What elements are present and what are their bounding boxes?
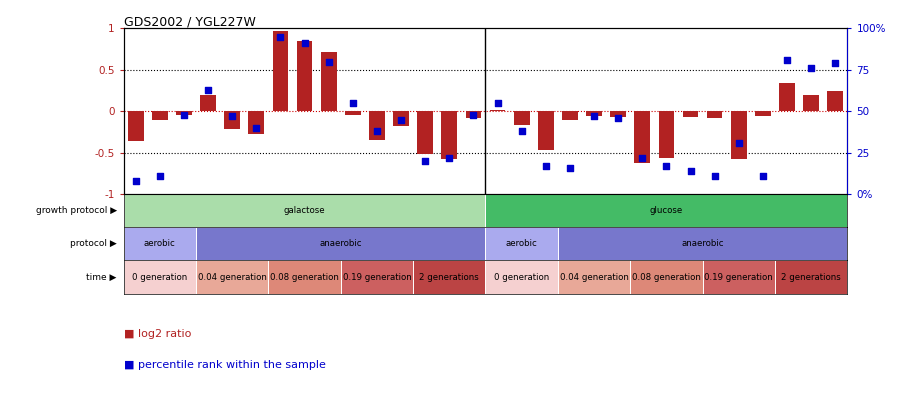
- Point: [756, 173, 770, 179]
- Bar: [124, 194, 485, 227]
- Bar: [803, 96, 819, 111]
- Point: [225, 113, 240, 119]
- Bar: [369, 111, 385, 140]
- Point: [660, 163, 674, 169]
- Bar: [176, 111, 191, 115]
- Text: 0 generation: 0 generation: [494, 273, 550, 281]
- Bar: [124, 260, 196, 294]
- Text: 0.04 generation: 0.04 generation: [560, 273, 628, 281]
- Point: [273, 33, 288, 40]
- Bar: [297, 41, 312, 111]
- Point: [418, 158, 432, 164]
- Text: glucose: glucose: [649, 206, 683, 215]
- Point: [828, 60, 843, 66]
- Text: aerobic: aerobic: [144, 239, 176, 248]
- Text: 0.19 generation: 0.19 generation: [343, 273, 411, 281]
- Text: 0.04 generation: 0.04 generation: [198, 273, 267, 281]
- Text: 2 generations: 2 generations: [781, 273, 841, 281]
- Point: [490, 100, 505, 106]
- Point: [370, 128, 385, 134]
- Point: [345, 100, 360, 106]
- Point: [635, 154, 649, 161]
- Text: ■ log2 ratio: ■ log2 ratio: [124, 329, 191, 339]
- Bar: [201, 96, 216, 111]
- Text: protocol ▶: protocol ▶: [70, 239, 116, 248]
- Point: [780, 57, 794, 63]
- Text: GDS2002 / YGL227W: GDS2002 / YGL227W: [124, 15, 256, 28]
- Bar: [224, 111, 240, 130]
- Bar: [465, 111, 481, 118]
- Bar: [490, 110, 506, 111]
- Text: 0.08 generation: 0.08 generation: [632, 273, 701, 281]
- Text: 0.19 generation: 0.19 generation: [704, 273, 773, 281]
- Point: [128, 178, 143, 184]
- Point: [249, 125, 264, 131]
- Bar: [707, 111, 723, 118]
- Point: [297, 40, 311, 47]
- Bar: [124, 227, 196, 260]
- Point: [539, 163, 553, 169]
- Bar: [485, 260, 558, 294]
- Point: [683, 168, 698, 174]
- Bar: [635, 111, 650, 164]
- Bar: [418, 111, 433, 154]
- Text: ■ percentile rank within the sample: ■ percentile rank within the sample: [124, 360, 325, 369]
- Bar: [558, 260, 630, 294]
- Point: [611, 115, 626, 121]
- Bar: [558, 227, 847, 260]
- Point: [515, 128, 529, 134]
- Bar: [273, 31, 289, 111]
- Text: aerobic: aerobic: [506, 239, 538, 248]
- Bar: [586, 111, 602, 116]
- Point: [442, 154, 456, 161]
- Bar: [196, 227, 485, 260]
- Point: [177, 111, 191, 118]
- Bar: [755, 111, 770, 116]
- Text: growth protocol ▶: growth protocol ▶: [36, 206, 116, 215]
- Point: [152, 173, 168, 179]
- Text: 0 generation: 0 generation: [132, 273, 188, 281]
- Bar: [128, 111, 144, 141]
- Point: [322, 58, 336, 65]
- Bar: [485, 194, 847, 227]
- Bar: [610, 111, 626, 117]
- Bar: [268, 260, 341, 294]
- Bar: [731, 111, 747, 158]
- Bar: [827, 91, 843, 111]
- Bar: [341, 260, 413, 294]
- Bar: [485, 227, 558, 260]
- Point: [201, 86, 215, 93]
- Bar: [630, 260, 703, 294]
- Bar: [413, 260, 485, 294]
- Text: anaerobic: anaerobic: [320, 239, 362, 248]
- Text: anaerobic: anaerobic: [682, 239, 724, 248]
- Point: [732, 139, 747, 146]
- Bar: [538, 111, 553, 150]
- Text: 2 generations: 2 generations: [420, 273, 479, 281]
- Bar: [345, 111, 361, 115]
- Bar: [659, 111, 674, 158]
- Point: [804, 65, 819, 71]
- Bar: [442, 111, 457, 158]
- Point: [707, 173, 722, 179]
- Text: galactose: galactose: [284, 206, 325, 215]
- Point: [562, 164, 577, 171]
- Bar: [703, 260, 775, 294]
- Bar: [775, 260, 847, 294]
- Bar: [248, 111, 264, 134]
- Bar: [780, 83, 795, 111]
- Point: [587, 113, 602, 119]
- Bar: [152, 111, 168, 119]
- Bar: [196, 260, 268, 294]
- Bar: [562, 111, 578, 119]
- Text: 0.08 generation: 0.08 generation: [270, 273, 339, 281]
- Point: [394, 116, 409, 123]
- Bar: [514, 111, 529, 125]
- Point: [466, 111, 481, 118]
- Bar: [321, 51, 336, 111]
- Bar: [393, 111, 409, 126]
- Bar: [682, 111, 698, 117]
- Text: time ▶: time ▶: [86, 273, 116, 281]
